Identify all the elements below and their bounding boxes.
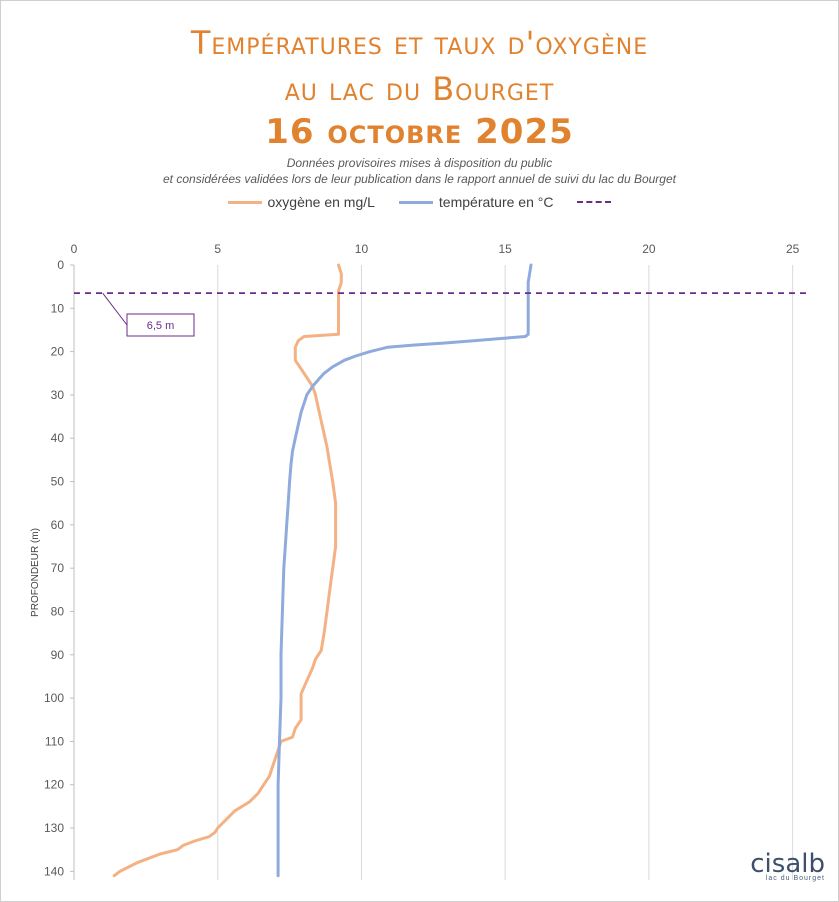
thermocline-callout-box <box>126 313 195 337</box>
logo-tagline: lac du Bourget <box>765 875 825 882</box>
x-tick-label-10: 10 <box>355 242 369 256</box>
y-tick-label-60: 60 <box>51 518 65 532</box>
y-tick-label-20: 20 <box>51 345 65 359</box>
y-tick-label-10: 10 <box>51 301 65 315</box>
y-tick-label-30: 30 <box>51 388 65 402</box>
y-axis-title: PROFONDEUR (m) <box>30 528 41 617</box>
legend-swatch-temperature <box>398 200 433 204</box>
cisalb-logo: cisalb lac du Bourget <box>750 849 825 882</box>
chart-subtitle-line1: Données provisoires mises à disposition … <box>286 156 553 170</box>
thermocline-callout-label: 6,5 m <box>147 320 175 332</box>
chart-title-date: 16 octobre 2025 <box>265 112 574 152</box>
x-tick-label-20: 20 <box>642 242 656 256</box>
legend-swatch-thermocline <box>577 201 612 203</box>
legend-label-oxygen: oxygène en mg/L <box>267 194 375 210</box>
legend-item-thermocline <box>577 201 612 203</box>
y-tick-label-0: 0 <box>57 258 64 272</box>
x-tick-label-15: 15 <box>498 242 512 256</box>
logo-wordmark: cisalb <box>750 849 825 879</box>
chart-title-line1: Températures et taux d'oxygène <box>190 24 649 62</box>
y-tick-label-110: 110 <box>45 734 64 748</box>
chart-legend: oxygène en mg/L température en °C <box>0 194 839 210</box>
legend-label-temperature: température en °C <box>438 194 554 210</box>
x-tick-label-0: 0 <box>71 242 78 256</box>
thermocline-callout-leader <box>102 292 128 326</box>
chart-title-line2: au lac du Bourget <box>284 70 555 108</box>
oxygen-series-line <box>112 263 343 878</box>
y-tick-label-80: 80 <box>51 604 65 618</box>
y-tick-label-90: 90 <box>51 648 65 662</box>
y-tick-label-40: 40 <box>51 431 65 445</box>
legend-item-temperature: température en °C <box>398 194 554 210</box>
y-tick-label-100: 100 <box>44 691 64 705</box>
y-tick-label-130: 130 <box>44 821 64 835</box>
temperature-series-line <box>276 263 533 878</box>
chart-subtitle-line2: et considérées validées lors de leur pub… <box>163 172 676 186</box>
legend-item-oxygen: oxygène en mg/L <box>227 194 375 210</box>
x-tick-label-5: 5 <box>214 242 221 256</box>
y-tick-label-120: 120 <box>44 778 64 792</box>
legend-swatch-oxygen <box>227 200 262 204</box>
y-tick-label-70: 70 <box>51 561 65 575</box>
y-tick-label-50: 50 <box>51 475 65 489</box>
y-tick-label-140: 140 <box>44 864 64 878</box>
x-tick-label-25: 25 <box>786 242 800 256</box>
